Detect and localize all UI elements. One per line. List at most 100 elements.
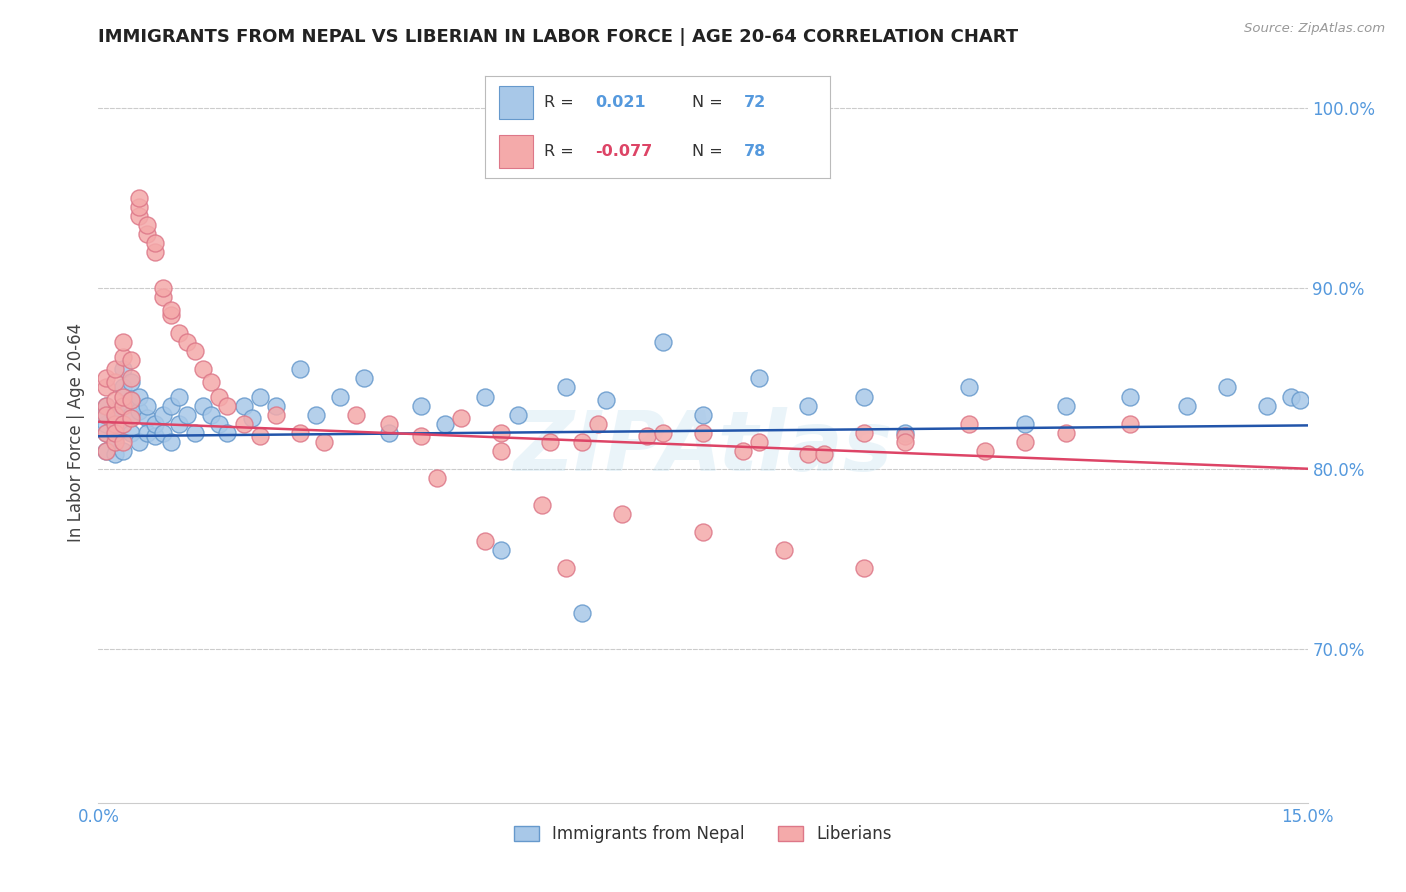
- Point: [111, 434, 134, 449]
- Point: [232, 399, 254, 413]
- Point: [135, 227, 157, 241]
- Point: [111, 362, 134, 376]
- Point: [128, 404, 150, 418]
- Point: [103, 434, 125, 449]
- Point: [1119, 417, 1142, 431]
- Point: [1281, 390, 1303, 404]
- Point: [571, 606, 593, 620]
- Point: [103, 434, 125, 449]
- Point: [167, 390, 190, 404]
- Point: [314, 434, 336, 449]
- Text: R =: R =: [544, 145, 574, 160]
- Point: [103, 393, 125, 408]
- Point: [1175, 399, 1198, 413]
- Point: [240, 411, 263, 425]
- Point: [1054, 399, 1077, 413]
- Point: [96, 425, 118, 440]
- Point: [176, 408, 198, 422]
- Point: [200, 375, 222, 389]
- Point: [538, 434, 561, 449]
- Point: [184, 344, 207, 359]
- Point: [184, 425, 207, 440]
- Point: [160, 302, 183, 317]
- Point: [111, 417, 134, 431]
- Point: [103, 362, 125, 376]
- Point: [111, 399, 134, 413]
- Point: [377, 417, 399, 431]
- Point: [143, 417, 166, 431]
- Point: [249, 390, 271, 404]
- Point: [217, 425, 239, 440]
- Point: [1014, 434, 1036, 449]
- Point: [974, 443, 997, 458]
- Point: [491, 425, 513, 440]
- Point: [893, 429, 915, 443]
- Point: [160, 308, 183, 322]
- Point: [344, 408, 367, 422]
- Point: [491, 543, 513, 558]
- Point: [111, 335, 134, 350]
- Point: [128, 200, 150, 214]
- Point: [957, 417, 980, 431]
- Point: [434, 417, 457, 431]
- Point: [143, 429, 166, 443]
- Point: [128, 191, 150, 205]
- Point: [135, 399, 157, 413]
- Point: [474, 533, 496, 548]
- Point: [288, 425, 311, 440]
- Point: [167, 326, 190, 341]
- Text: 78: 78: [744, 145, 766, 160]
- Point: [377, 425, 399, 440]
- Point: [103, 422, 125, 436]
- Point: [1119, 390, 1142, 404]
- Point: [692, 408, 714, 422]
- Point: [571, 434, 593, 449]
- Point: [957, 380, 980, 394]
- Point: [232, 417, 254, 431]
- Point: [111, 417, 134, 431]
- Point: [111, 350, 134, 364]
- Point: [120, 408, 142, 422]
- Point: [96, 371, 118, 385]
- Point: [167, 417, 190, 431]
- Point: [135, 425, 157, 440]
- Point: [409, 429, 432, 443]
- Point: [152, 281, 174, 295]
- Text: 72: 72: [744, 95, 766, 110]
- Point: [135, 218, 157, 232]
- Point: [506, 408, 529, 422]
- Point: [1216, 380, 1239, 394]
- Point: [555, 561, 578, 575]
- Point: [797, 399, 820, 413]
- Point: [103, 417, 125, 431]
- Point: [128, 434, 150, 449]
- Point: [426, 471, 449, 485]
- Point: [143, 245, 166, 260]
- Point: [305, 408, 328, 422]
- Point: [120, 375, 142, 389]
- Point: [152, 408, 174, 422]
- Point: [692, 524, 714, 539]
- Point: [96, 417, 118, 431]
- Text: IMMIGRANTS FROM NEPAL VS LIBERIAN IN LABOR FORCE | AGE 20-64 CORRELATION CHART: IMMIGRANTS FROM NEPAL VS LIBERIAN IN LAB…: [98, 28, 1018, 45]
- Point: [160, 434, 183, 449]
- Point: [733, 443, 755, 458]
- Point: [152, 290, 174, 304]
- Point: [651, 335, 673, 350]
- Bar: [499, 136, 533, 168]
- Text: N =: N =: [692, 145, 723, 160]
- Point: [143, 235, 166, 250]
- Point: [103, 411, 125, 425]
- Point: [329, 390, 352, 404]
- Point: [120, 371, 142, 385]
- Point: [264, 399, 287, 413]
- Point: [612, 507, 634, 521]
- Point: [595, 393, 617, 408]
- Point: [748, 371, 770, 385]
- Point: [120, 425, 142, 440]
- Point: [96, 408, 118, 422]
- Point: [217, 399, 239, 413]
- Point: [1014, 417, 1036, 431]
- Point: [193, 362, 215, 376]
- Text: ZIPAtlas: ZIPAtlas: [513, 407, 893, 488]
